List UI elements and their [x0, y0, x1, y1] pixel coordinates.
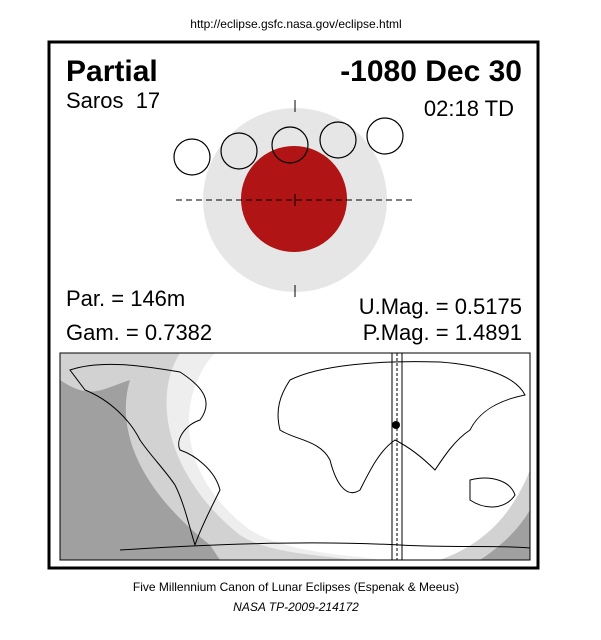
- footer-credit: Five Millennium Canon of Lunar Eclipses …: [133, 580, 459, 594]
- moon: [173, 138, 211, 176]
- eclipse-date: -1080 Dec 30: [340, 55, 522, 88]
- gam: Gam. = 0.7382: [66, 320, 212, 345]
- visibility-map: [59, 352, 531, 561]
- shadow-diagram: [173, 100, 412, 297]
- eurasia-africa-outline: [277, 361, 526, 493]
- par: Par. = 146m: [66, 286, 185, 311]
- umag: U.Mag. = 0.5175: [359, 294, 522, 319]
- footer-publication: NASA TP-2009-214172: [233, 600, 359, 614]
- saros: Saros 17: [66, 88, 160, 113]
- moon: [271, 126, 309, 164]
- source-url: http://eclipse.gsfc.nasa.gov/eclipse.htm…: [190, 17, 401, 31]
- moon: [319, 121, 357, 159]
- eclipse-time: 02:18 TD: [424, 96, 514, 121]
- americas-outline: [69, 363, 221, 547]
- moon: [366, 117, 404, 155]
- partial-zone-east: [440, 470, 530, 560]
- pmag: P.Mag. = 1.4891: [363, 320, 522, 345]
- moon: [220, 132, 258, 170]
- australia-outline: [469, 477, 516, 508]
- umbra: [241, 146, 347, 252]
- sub-lunar-point: [392, 421, 400, 429]
- eclipse-type: Partial: [66, 55, 158, 88]
- map-border: [59, 352, 531, 561]
- umbral-zone: [60, 380, 220, 560]
- antarctica-outline: [119, 542, 530, 551]
